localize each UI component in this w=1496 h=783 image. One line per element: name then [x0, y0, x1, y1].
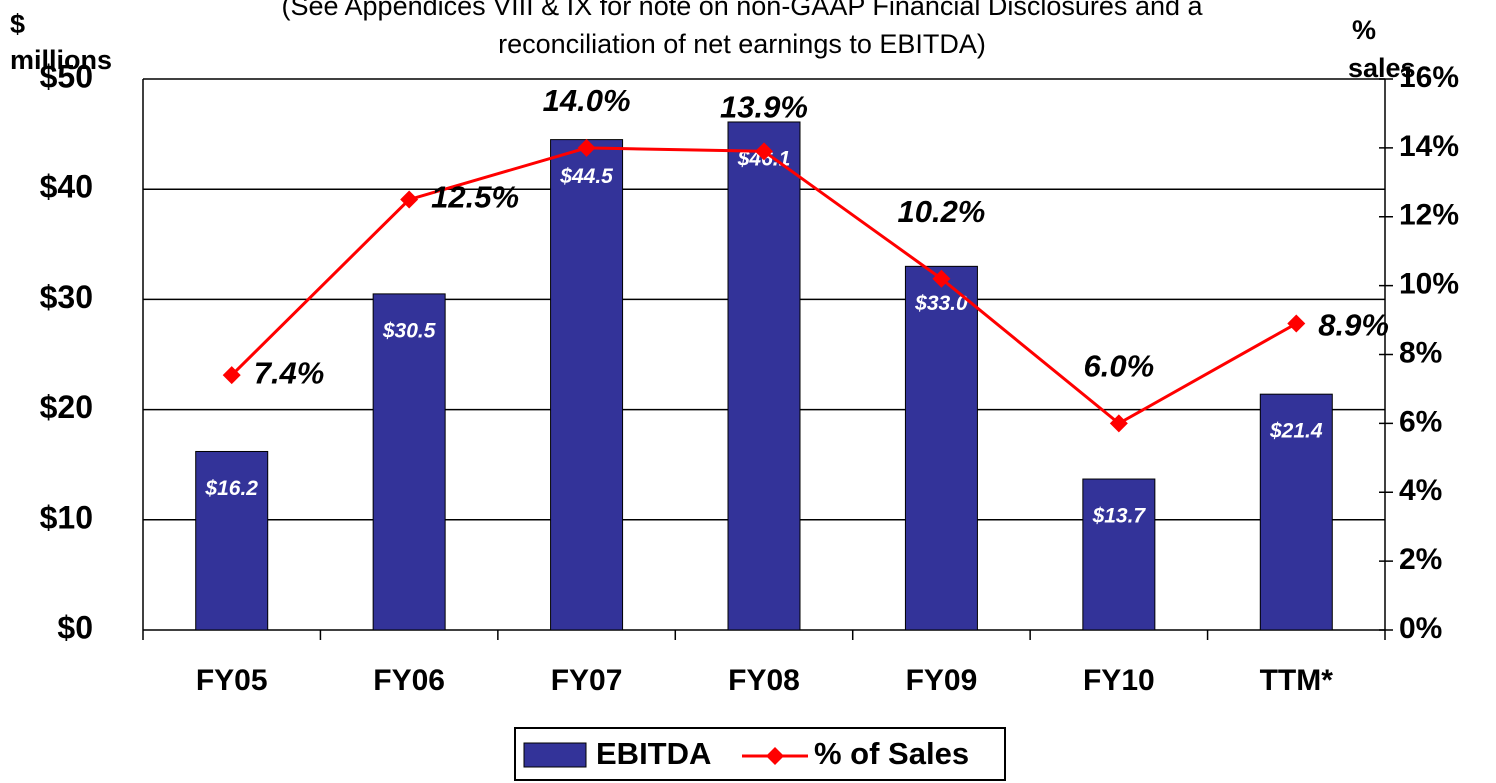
bar-value-label: $33.0 [914, 292, 968, 315]
bar [1259, 393, 1333, 631]
bar [727, 121, 801, 631]
line-value-label: 8.9% [1318, 308, 1389, 343]
y-tick-label: $30 [40, 279, 93, 315]
y2-tick-label: 2% [1399, 543, 1442, 576]
x-tick-label: FY09 [906, 664, 978, 697]
bar [1082, 478, 1156, 631]
y2-tick-label: 10% [1399, 268, 1459, 301]
line-value-label: 7.4% [254, 355, 325, 390]
bar [372, 293, 446, 631]
line-marker [400, 190, 419, 209]
x-tick-label: FY07 [551, 664, 623, 697]
line-marker [222, 366, 241, 385]
y2-tick-label: 8% [1399, 336, 1442, 369]
x-tick-label: FY10 [1083, 664, 1155, 697]
y2-tick-label: 16% [1399, 61, 1459, 94]
bar [550, 139, 624, 631]
legend-box [514, 727, 1006, 781]
bar [195, 450, 269, 631]
y2-axis-label: % [1352, 15, 1376, 45]
bar-value-label: $21.4 [1269, 420, 1323, 443]
y-axis-label: millions [10, 45, 112, 75]
line-marker [932, 269, 951, 288]
chart-subtitle: (See Appendices VIII & IX for note on no… [281, 0, 1203, 21]
x-tick-label: FY05 [196, 664, 268, 697]
line-value-label: 10.2% [897, 194, 985, 229]
y-axis-label: $ [10, 9, 25, 39]
bar-value-label: $30.5 [382, 319, 436, 342]
line-marker [755, 142, 773, 161]
line-value-label: 13.9% [720, 90, 808, 125]
line-marker [577, 138, 596, 157]
y-tick-label: $10 [40, 499, 93, 535]
x-tick-label: TTM* [1260, 664, 1334, 697]
line-marker [1109, 414, 1128, 433]
y2-axis-label: sales [1348, 53, 1416, 83]
y2-tick-label: 12% [1399, 199, 1459, 232]
y2-tick-label: 6% [1399, 405, 1442, 438]
legend-swatch [523, 742, 587, 768]
y2-tick-label: 0% [1399, 612, 1442, 645]
bar-value-label: $13.7 [1092, 505, 1147, 528]
chart-subtitle: reconciliation of net earnings to EBITDA… [498, 29, 986, 59]
legend-label: EBITDA [596, 736, 711, 771]
line-marker [1287, 314, 1306, 333]
line-value-label: 6.0% [1084, 349, 1155, 384]
legend-marker [766, 747, 784, 765]
bar [904, 265, 978, 631]
legend-label: % of Sales [814, 736, 969, 771]
bar-value-label: $44.5 [559, 165, 613, 188]
line-value-label: 12.5% [431, 180, 519, 215]
y-tick-label: $0 [57, 609, 93, 645]
y2-tick-label: 4% [1399, 474, 1442, 507]
y-tick-label: $40 [40, 169, 93, 205]
y-tick-label: $20 [40, 389, 93, 425]
line-value-label: 14.0% [543, 83, 631, 118]
x-tick-label: FY06 [373, 664, 445, 697]
y2-tick-label: 14% [1399, 130, 1459, 163]
bar-value-label: $16.2 [204, 477, 258, 500]
y-tick-label: $50 [40, 58, 93, 94]
x-tick-label: FY08 [728, 664, 800, 697]
